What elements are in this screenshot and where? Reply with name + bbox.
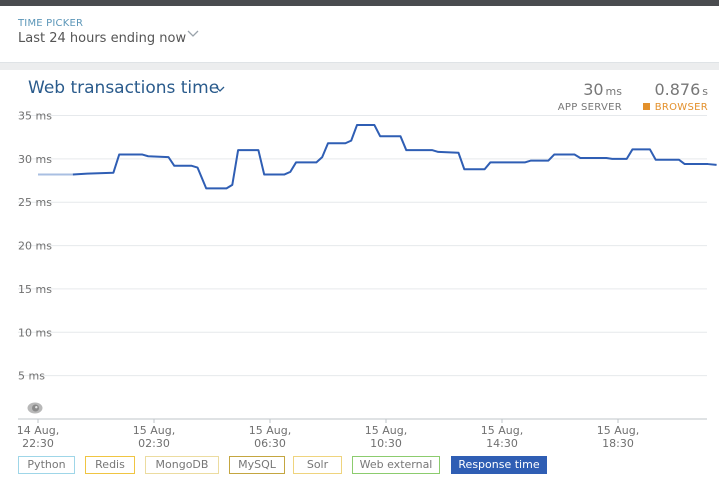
y-tick-label: 10 ms [18, 326, 52, 339]
x-tick-date: 14 Aug, [17, 424, 59, 437]
x-tick-time: 18:30 [602, 437, 634, 450]
eye-icon[interactable] [27, 402, 43, 414]
x-tick-date: 15 Aug, [133, 424, 175, 437]
x-tick-date: 15 Aug, [249, 424, 291, 437]
y-tick-label: 15 ms [18, 283, 52, 296]
legend-item-web-external[interactable]: Web external [352, 456, 440, 474]
app-server-value: 30 [583, 80, 604, 99]
x-tick-date: 15 Aug, [597, 424, 639, 437]
app-server-unit: ms [605, 85, 622, 98]
x-tick-time: 06:30 [254, 437, 286, 450]
browser-label: BROWSER [654, 102, 708, 113]
browser-value: 0.876 [654, 80, 701, 99]
time-picker-value[interactable]: Last 24 hours ending now [18, 31, 187, 46]
chart-panel: Web transactions time 30 ms APP SERVER 0.… [0, 70, 719, 481]
section-divider [0, 63, 719, 70]
browser-swatch [642, 103, 650, 110]
legend-item-mongodb[interactable]: MongoDB [145, 456, 219, 474]
time-picker[interactable]: TIME PICKER Last 24 hours ending now [0, 6, 719, 63]
time-picker-label: TIME PICKER [18, 18, 84, 29]
legend-item-mysql[interactable]: MySQL [229, 456, 285, 474]
legend-item-solr[interactable]: Solr [293, 456, 342, 474]
legend-item-response-time[interactable]: Response time [451, 456, 547, 474]
app-server-label: APP SERVER [557, 102, 622, 113]
legend-item-python[interactable]: Python [18, 456, 75, 474]
top-bar [0, 0, 719, 6]
response-time-chart: 35 ms 30 ms 25 ms 20 ms 15 ms 10 ms 5 ms 14 Aug… [17, 110, 717, 450]
app-server-metric: 30 ms APP SERVER [558, 80, 622, 113]
y-tick-label: 25 ms [18, 196, 52, 209]
x-tick-time: 14:30 [486, 437, 518, 450]
chart-title[interactable]: Web transactions time [28, 78, 220, 98]
series-line-response-time [72, 124, 717, 190]
y-tick-label: 35 ms [18, 110, 52, 123]
y-tick-label: 5 ms [18, 370, 45, 383]
chevron-down-icon[interactable] [186, 28, 200, 40]
legend-item-redis[interactable]: Redis [85, 456, 135, 474]
x-tick-time: 22:30 [22, 437, 54, 450]
y-tick-label: 20 ms [18, 240, 52, 253]
y-tick-label: 30 ms [18, 153, 52, 166]
x-tick-date: 15 Aug, [365, 424, 407, 437]
browser-unit: s [702, 85, 708, 98]
x-tick-time: 02:30 [138, 437, 170, 450]
chevron-down-icon[interactable] [214, 85, 226, 95]
x-tick-time: 10:30 [370, 437, 402, 450]
browser-metric: 0.876 s BROWSER [642, 80, 708, 113]
x-tick-date: 15 Aug, [481, 424, 523, 437]
